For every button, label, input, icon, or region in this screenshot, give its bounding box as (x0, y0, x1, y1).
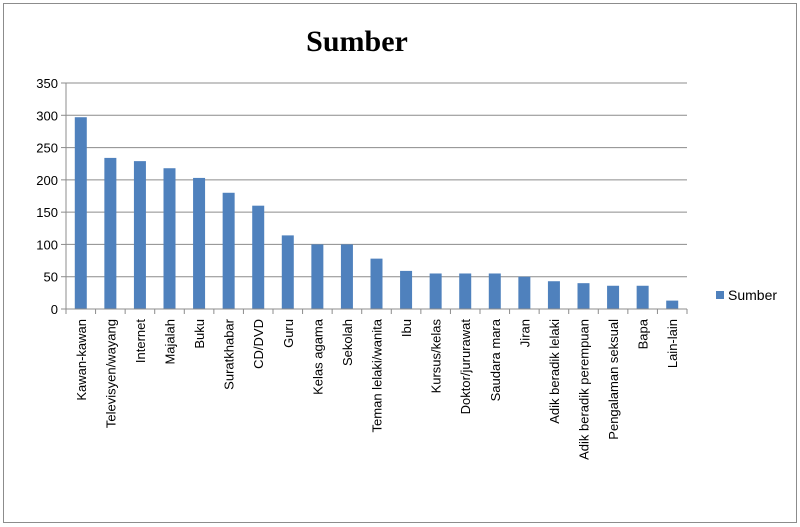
bar-buku (193, 177, 206, 309)
x-tick-label: Kelas agama (310, 318, 325, 395)
bar-kawan-kawan (74, 117, 87, 309)
bar-lain-lain (666, 300, 679, 309)
x-tick-label: Teman lelaki/wanita (370, 318, 385, 432)
x-tick-label: Majalah (163, 319, 178, 365)
x-tick-label: Televisyen/wayang (103, 319, 118, 428)
legend-label: Sumber (728, 287, 777, 303)
bar-teman-lelaki-wanita (370, 258, 383, 309)
y-axis: 0 50 100 150 200 250 300 350 (36, 76, 67, 317)
bar-jiran (518, 276, 531, 309)
bar-cd-dvd (252, 205, 265, 309)
x-tick-label: Adik beradik perempuan (577, 319, 592, 460)
y-tick-label: 150 (36, 205, 58, 220)
y-tick-label: 200 (36, 173, 58, 188)
legend-swatch (716, 291, 724, 299)
bar-kursus-kelas (429, 273, 442, 309)
bar-ibu (400, 270, 413, 309)
x-tick-label: Jiran (517, 319, 532, 347)
x-tick-label: Doktor/jururawat (458, 319, 473, 415)
bar-guru (281, 235, 294, 309)
bar-televisyen-wayang (104, 157, 117, 309)
x-tick-label: Suratkhabar (222, 318, 237, 389)
bar-sekolah (340, 244, 353, 309)
y-tick-label: 100 (36, 237, 58, 252)
bar-kelas-agama (311, 244, 324, 309)
bar-adik-beradik-perempuan (577, 283, 590, 309)
x-tick-label: Sekolah (340, 319, 355, 366)
y-tick-label: 350 (36, 76, 58, 91)
bar-pengalaman-seksual (607, 285, 620, 309)
x-tick-label: Kursus/kelas (429, 319, 444, 394)
chart-frame: Sumber 0 50 100 150 200 250 300 350 Kawan-kawan… (3, 3, 797, 523)
legend: Sumber (716, 287, 777, 303)
x-tick-label: Buku (192, 319, 207, 349)
bar-adik-beradik-lelaki (547, 281, 560, 309)
bar-doktor-jururawat (459, 273, 472, 309)
x-tick-label: Pengalaman seksual (606, 319, 621, 440)
gridlines (66, 82, 687, 278)
bar-chart: Sumber 0 50 100 150 200 250 300 350 Kawan-kawan… (36, 25, 777, 460)
y-tick-label: 250 (36, 141, 58, 156)
y-tick-label: 300 (36, 108, 58, 123)
chart-title: Sumber (306, 25, 408, 58)
x-tick-label: CD/DVD (251, 319, 266, 369)
x-tick-label: Guru (281, 319, 296, 348)
bar-majalah (163, 168, 176, 309)
bar-internet (133, 161, 146, 309)
y-tick-label: 0 (51, 302, 58, 317)
y-tick-label: 50 (44, 270, 58, 285)
x-tick-label: Kawan-kawan (74, 319, 89, 401)
x-tick-label: Internet (133, 319, 148, 363)
x-tick-label: Ibu (399, 319, 414, 337)
x-tick-label: Bapa (636, 318, 651, 349)
bar-saudara-mara (488, 273, 501, 309)
x-axis: Kawan-kawan Televisyen/wayang Internet Maja… (65, 308, 688, 460)
bar-bapa (636, 285, 649, 309)
x-tick-label: Saudara mara (488, 318, 503, 401)
x-tick-label: Adik beradik lelaki (547, 319, 562, 424)
bars (74, 117, 679, 309)
bar-suratkhabar (222, 192, 235, 309)
x-tick-label: Lain-lain (665, 319, 680, 368)
